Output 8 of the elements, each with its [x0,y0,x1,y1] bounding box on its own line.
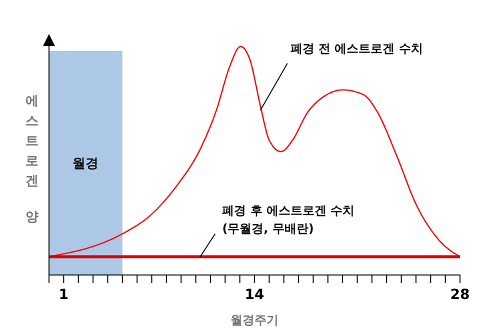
band-label: 월경 [72,156,99,172]
annotation: 폐경 후 에스트로겐 수치 (무월경, 무배란) [222,204,355,236]
x-tick-label: 1 [58,286,69,303]
annotation: 폐경 전 에스트로겐 수치 [290,41,423,56]
x-axis-title: 월경주기 [230,313,278,327]
x-tick-label: 14 [244,286,264,303]
text: 에스트로겐 양 [26,94,38,225]
x-tick-label: 28 [450,286,470,303]
